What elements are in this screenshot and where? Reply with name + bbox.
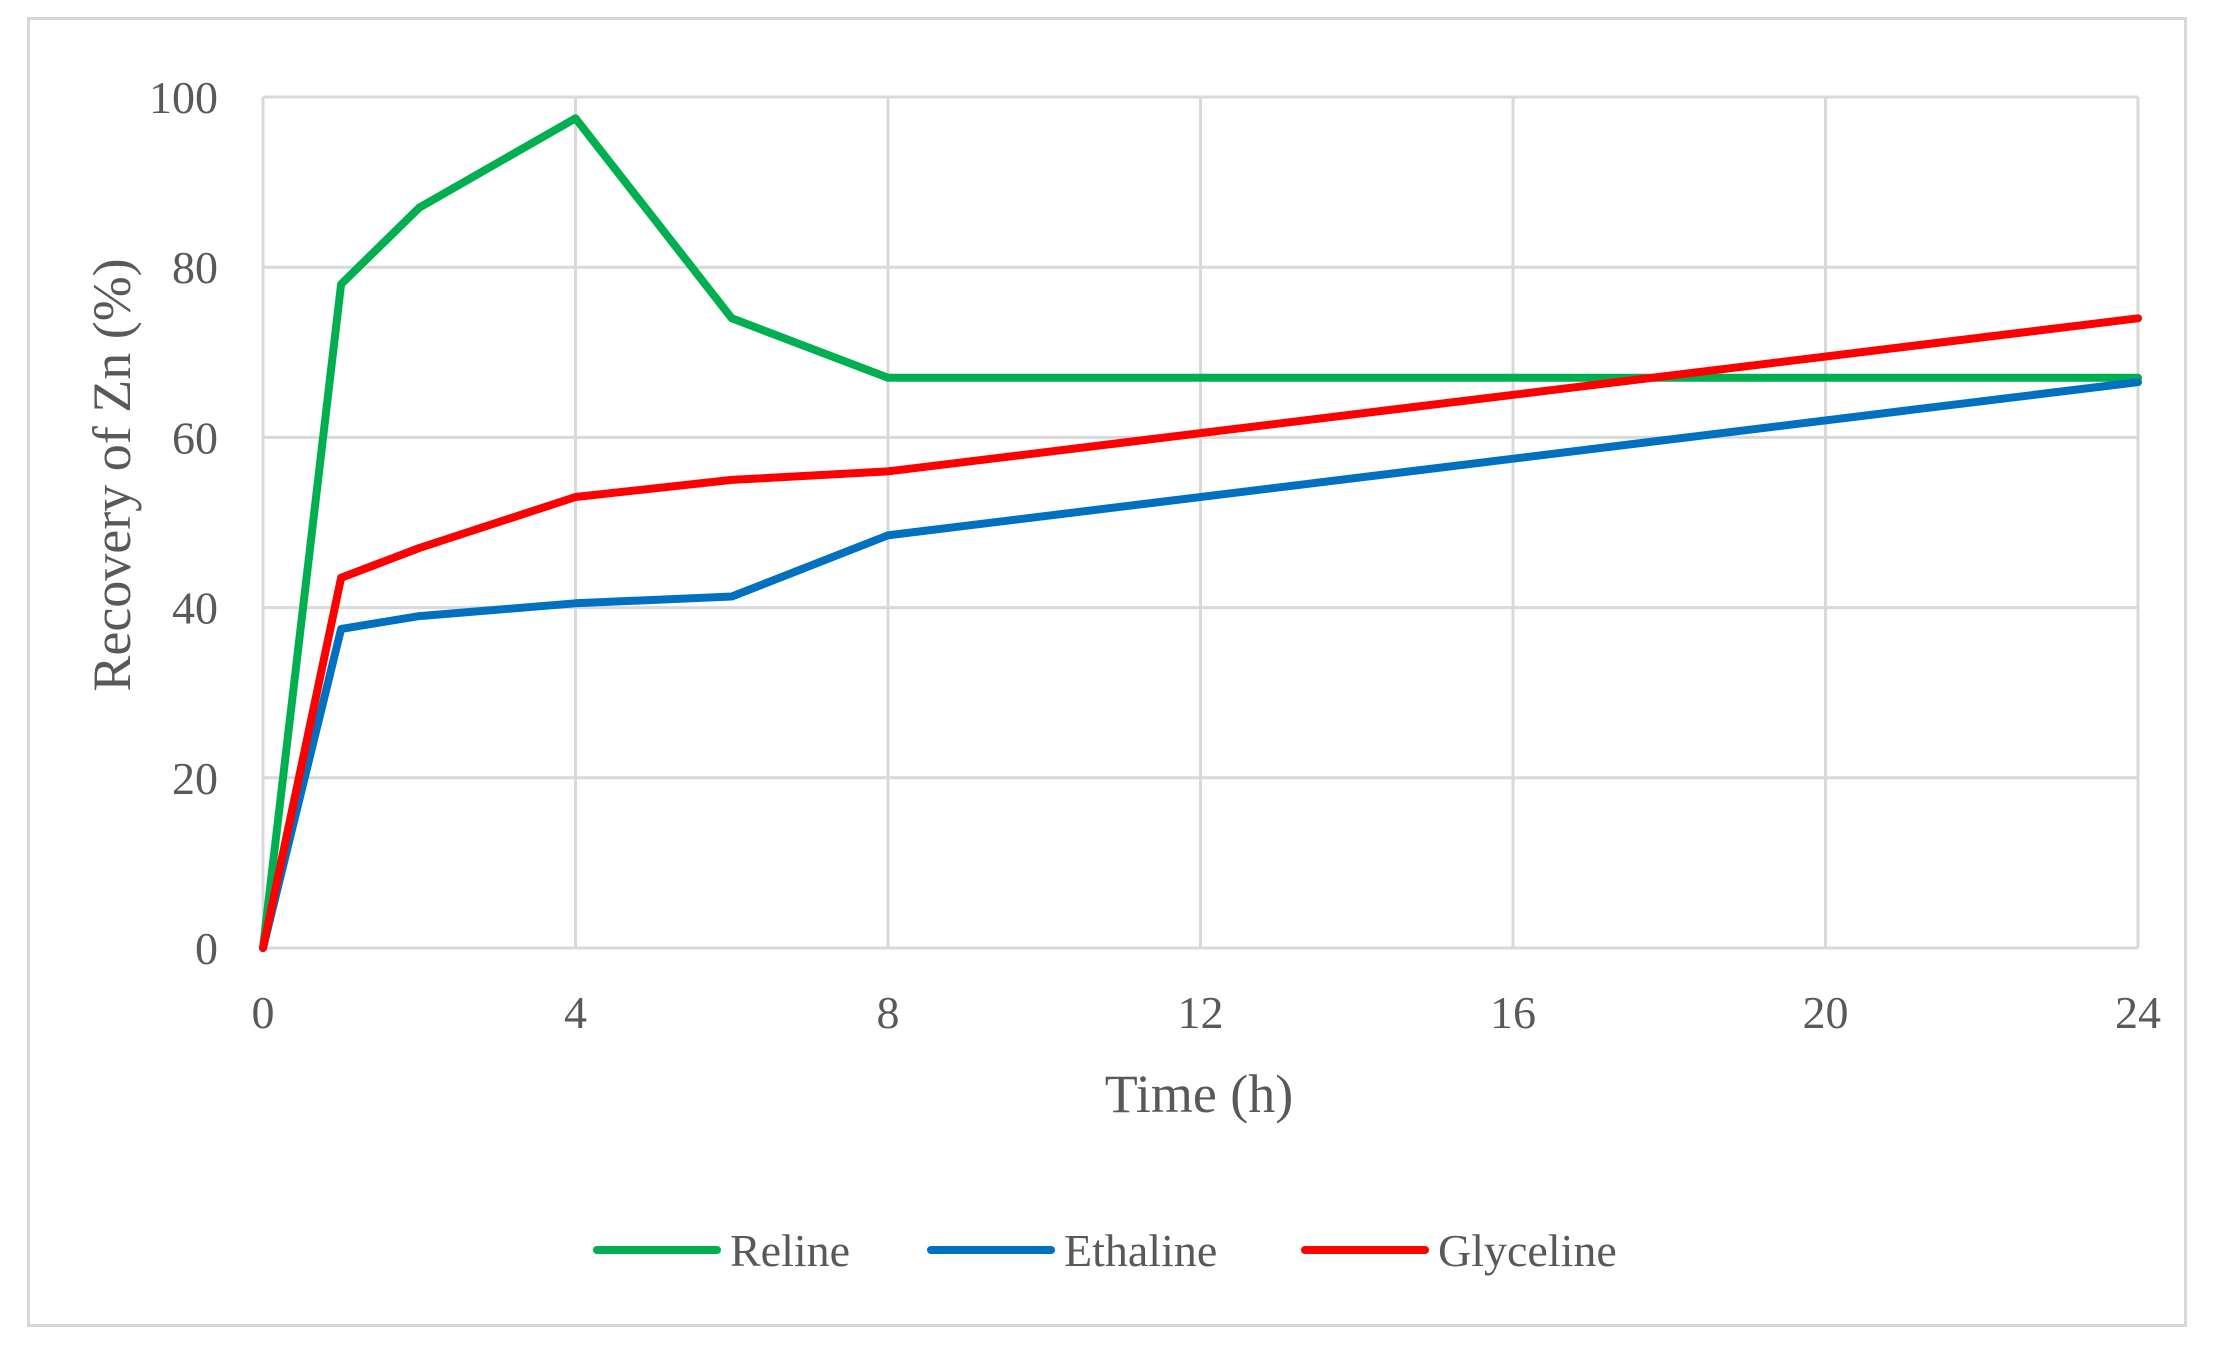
x-tick-label: 4 xyxy=(564,987,587,1038)
x-axis-ticks: 0 4 8 12 16 20 24 xyxy=(252,987,2162,1038)
y-tick-label: 40 xyxy=(172,583,218,634)
x-tick-label: 12 xyxy=(1178,987,1224,1038)
y-axis-ticks: 0 20 40 60 80 100 xyxy=(149,72,218,974)
y-axis-title: Recovery of Zn (%) xyxy=(82,258,142,691)
legend-label-glyceline: Glyceline xyxy=(1438,1225,1617,1276)
series-lines xyxy=(259,114,2142,952)
y-tick-label: 20 xyxy=(172,753,218,804)
x-tick-label: 16 xyxy=(1490,987,1536,1038)
legend-label-ethaline: Ethaline xyxy=(1064,1225,1217,1276)
legend-label-reline: Reline xyxy=(730,1225,850,1276)
y-tick-label: 100 xyxy=(149,72,218,123)
series-line-glyceline xyxy=(259,314,2142,952)
grid xyxy=(261,95,2140,950)
x-tick-label: 8 xyxy=(877,987,900,1038)
legend: Reline Ethaline Glyceline xyxy=(593,1225,1617,1276)
series-line-reline xyxy=(259,114,2142,952)
x-tick-label: 24 xyxy=(2115,987,2161,1038)
series-line-ethaline xyxy=(259,378,2142,952)
y-tick-label: 80 xyxy=(172,242,218,293)
x-tick-label: 0 xyxy=(252,987,275,1038)
y-tick-label: 0 xyxy=(195,923,218,974)
y-tick-label: 60 xyxy=(172,412,218,463)
x-tick-label: 20 xyxy=(1803,987,1849,1038)
x-axis-title: Time (h) xyxy=(1105,1064,1294,1124)
